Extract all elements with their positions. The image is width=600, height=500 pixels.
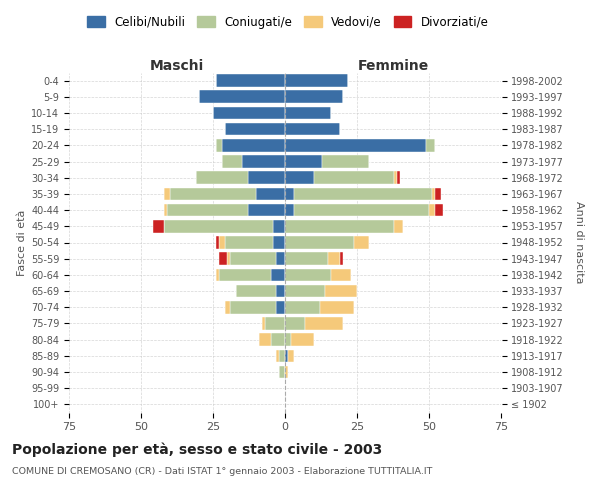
Bar xyxy=(394,220,403,232)
Bar xyxy=(285,204,293,216)
Bar xyxy=(285,236,354,249)
Bar xyxy=(340,252,343,265)
Bar xyxy=(325,285,357,298)
Text: Maschi: Maschi xyxy=(150,58,204,72)
Bar xyxy=(221,155,242,168)
Bar xyxy=(291,334,314,346)
Bar xyxy=(279,350,285,362)
Bar xyxy=(285,188,293,200)
Bar xyxy=(216,74,285,87)
Bar xyxy=(432,188,435,200)
Bar xyxy=(199,90,285,103)
Bar xyxy=(354,236,368,249)
Bar xyxy=(285,155,322,168)
Bar xyxy=(285,350,288,362)
Bar xyxy=(285,139,426,151)
Bar xyxy=(277,350,279,362)
Bar xyxy=(224,123,285,136)
Bar xyxy=(164,188,170,200)
Bar xyxy=(265,317,285,330)
Bar xyxy=(331,268,351,281)
Bar xyxy=(285,301,320,314)
Bar xyxy=(230,301,277,314)
Bar xyxy=(288,350,293,362)
Bar xyxy=(285,123,340,136)
Bar xyxy=(152,220,164,232)
Bar xyxy=(305,317,343,330)
Bar xyxy=(320,301,354,314)
Bar xyxy=(397,172,400,184)
Text: COMUNE DI CREMOSANO (CR) - Dati ISTAT 1° gennaio 2003 - Elaborazione TUTTITALIA.: COMUNE DI CREMOSANO (CR) - Dati ISTAT 1°… xyxy=(12,468,433,476)
Bar xyxy=(293,204,429,216)
Bar xyxy=(256,188,285,200)
Bar xyxy=(219,236,224,249)
Bar xyxy=(285,252,328,265)
Bar xyxy=(164,204,167,216)
Bar xyxy=(277,301,285,314)
Legend: Celibi/Nubili, Coniugati/e, Vedovi/e, Divorziati/e: Celibi/Nubili, Coniugati/e, Vedovi/e, Di… xyxy=(83,11,493,34)
Bar xyxy=(271,268,285,281)
Text: Femmine: Femmine xyxy=(358,58,428,72)
Bar xyxy=(394,172,397,184)
Bar xyxy=(285,268,331,281)
Bar xyxy=(285,220,394,232)
Bar xyxy=(224,236,274,249)
Y-axis label: Anni di nascita: Anni di nascita xyxy=(574,201,584,284)
Bar xyxy=(314,172,394,184)
Bar xyxy=(216,236,219,249)
Bar xyxy=(262,317,265,330)
Bar xyxy=(279,366,285,378)
Bar xyxy=(227,252,230,265)
Y-axis label: Fasce di età: Fasce di età xyxy=(17,210,27,276)
Bar xyxy=(259,334,271,346)
Bar xyxy=(277,252,285,265)
Bar xyxy=(271,334,285,346)
Bar xyxy=(242,155,285,168)
Bar xyxy=(285,90,343,103)
Bar xyxy=(164,220,274,232)
Bar xyxy=(435,204,443,216)
Bar xyxy=(170,188,256,200)
Bar xyxy=(219,268,271,281)
Bar xyxy=(285,106,331,120)
Bar xyxy=(216,268,219,281)
Bar xyxy=(196,172,248,184)
Bar xyxy=(285,366,288,378)
Bar xyxy=(435,188,440,200)
Bar xyxy=(277,285,285,298)
Bar xyxy=(426,139,435,151)
Bar xyxy=(224,301,230,314)
Bar xyxy=(285,334,291,346)
Bar xyxy=(274,220,285,232)
Bar xyxy=(328,252,340,265)
Bar xyxy=(216,139,221,151)
Bar xyxy=(221,139,285,151)
Bar xyxy=(167,204,248,216)
Bar xyxy=(285,74,349,87)
Bar xyxy=(285,317,305,330)
Bar xyxy=(248,204,285,216)
Bar xyxy=(219,252,227,265)
Bar xyxy=(322,155,368,168)
Bar xyxy=(274,236,285,249)
Bar xyxy=(236,285,277,298)
Bar xyxy=(285,172,314,184)
Bar xyxy=(248,172,285,184)
Bar xyxy=(293,188,432,200)
Bar xyxy=(213,106,285,120)
Bar xyxy=(230,252,277,265)
Text: Popolazione per età, sesso e stato civile - 2003: Popolazione per età, sesso e stato civil… xyxy=(12,442,382,457)
Bar xyxy=(429,204,435,216)
Bar xyxy=(285,285,325,298)
